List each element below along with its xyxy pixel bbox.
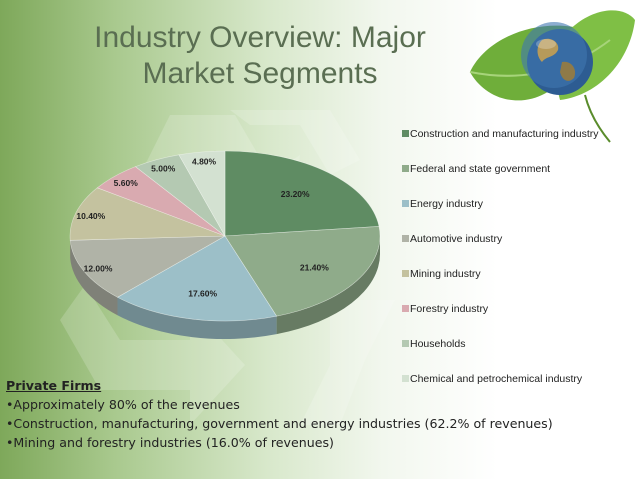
pie-slice bbox=[178, 150, 226, 238]
legend-label: Households bbox=[410, 338, 466, 350]
pie-slice-label: 4.80% bbox=[192, 156, 217, 166]
legend-label: Energy industry bbox=[410, 198, 483, 210]
pie-slice bbox=[69, 187, 226, 241]
legend-swatch bbox=[402, 270, 409, 277]
pie-slice-label: 5.00% bbox=[151, 163, 176, 173]
pie-slice-label: 10.40% bbox=[76, 211, 105, 221]
legend-label: Chemical and petrochemical industry bbox=[410, 373, 583, 385]
pie-slice bbox=[224, 226, 381, 317]
pie-slice-side bbox=[117, 297, 277, 339]
bullet-1: •Approximately 80% of the revenues bbox=[6, 397, 240, 412]
private-firms-text: Private Firms •Approximately 80% of the … bbox=[6, 376, 606, 452]
pie-slice-label: 23.20% bbox=[281, 189, 310, 199]
legend-swatch bbox=[402, 235, 409, 242]
pie-slice bbox=[69, 235, 226, 298]
legend-swatch bbox=[402, 340, 409, 347]
legend-swatch bbox=[402, 165, 409, 172]
legend-label: Mining industry bbox=[410, 268, 481, 280]
slide-title: Industry Overview: Major Market Segments bbox=[40, 20, 480, 92]
pie-slice-side bbox=[70, 240, 118, 316]
bullet-3: •Mining and forestry industries (16.0% o… bbox=[6, 435, 334, 450]
legend-label: Forestry industry bbox=[410, 303, 489, 315]
pie-slice-label: 21.40% bbox=[300, 263, 329, 273]
pie-slice bbox=[224, 150, 380, 237]
title-line-2: Market Segments bbox=[142, 57, 378, 90]
pie-slice-side bbox=[276, 236, 380, 335]
legend-swatch bbox=[402, 305, 409, 312]
private-firms-heading: Private Firms bbox=[6, 378, 102, 393]
leaf-globe-image bbox=[469, 10, 635, 143]
legend-label: Federal and state government bbox=[410, 163, 551, 175]
pie-slice-label: 17.60% bbox=[188, 288, 217, 298]
legend-swatch bbox=[402, 375, 409, 382]
legend-label: Automotive industry bbox=[410, 233, 503, 245]
legend-label: Construction and manufacturing industry bbox=[410, 128, 599, 140]
pie-slice bbox=[116, 235, 278, 322]
pie-slice-label: 12.00% bbox=[84, 264, 113, 274]
title-line-1: Industry Overview: Major bbox=[94, 21, 426, 54]
legend-swatch bbox=[402, 130, 409, 137]
bullet-2: •Construction, manufacturing, government… bbox=[6, 416, 553, 431]
pie-slice-label: 5.60% bbox=[114, 178, 139, 188]
legend-swatch bbox=[402, 200, 409, 207]
